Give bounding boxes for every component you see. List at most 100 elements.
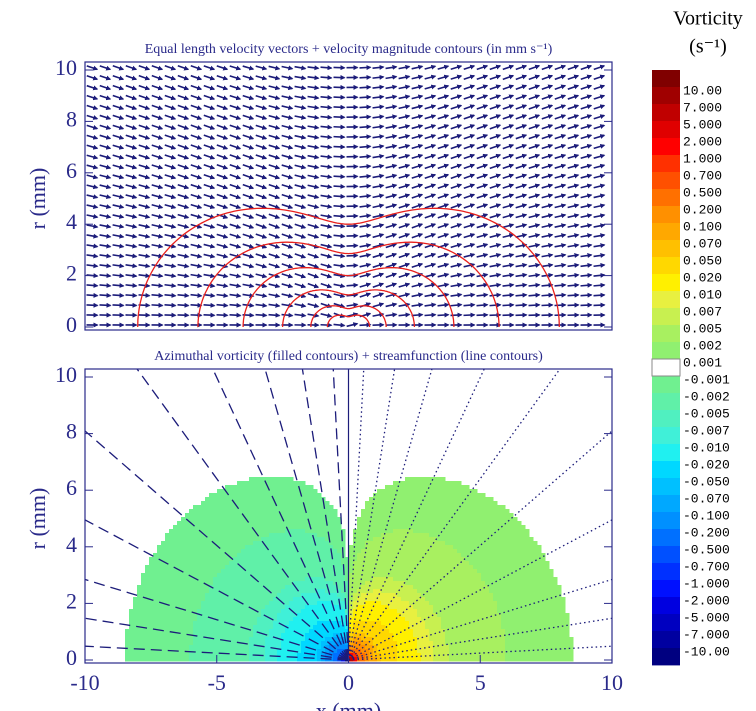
vorticity-cell — [465, 501, 470, 506]
vorticity-cell — [385, 597, 390, 602]
velocity-vector — [177, 154, 190, 160]
vorticity-cell — [269, 501, 274, 506]
vorticity-cell — [477, 541, 482, 546]
velocity-vector — [294, 263, 307, 269]
vorticity-cell — [501, 649, 506, 654]
vorticity-cell — [245, 613, 250, 618]
vorticity-cell — [421, 477, 426, 482]
vorticity-cell — [501, 505, 506, 510]
velocity-vector — [502, 252, 515, 258]
vorticity-cell — [245, 649, 250, 654]
vorticity-cell — [153, 589, 158, 594]
vorticity-cell — [321, 585, 326, 590]
vorticity-cell — [457, 481, 462, 486]
velocity-vector — [229, 223, 242, 229]
vorticity-cell — [421, 601, 426, 606]
vorticity-cell — [225, 545, 230, 550]
vorticity-cell — [313, 641, 318, 646]
vorticity-cell — [465, 573, 470, 578]
vorticity-cell — [133, 621, 138, 626]
vorticity-cell — [201, 641, 206, 646]
velocity-vector — [151, 94, 164, 101]
vorticity-cell — [217, 657, 222, 662]
vorticity-cell — [421, 557, 426, 562]
vorticity-cell — [265, 633, 270, 638]
vorticity-cell — [269, 545, 274, 550]
velocity-vector — [476, 272, 489, 278]
vorticity-cell — [201, 581, 206, 586]
vorticity-cell — [197, 545, 202, 550]
vorticity-cell — [137, 617, 142, 622]
vorticity-cell — [285, 597, 290, 602]
vorticity-cell — [401, 529, 406, 534]
vorticity-cell — [257, 537, 262, 542]
vorticity-cell — [477, 581, 482, 586]
vorticity-cell — [485, 557, 490, 562]
vorticity-cell — [425, 573, 430, 578]
vorticity-cell — [457, 525, 462, 530]
speed-contour — [310, 305, 387, 327]
velocity-vector — [99, 302, 112, 308]
vorticity-cell — [293, 593, 298, 598]
vorticity-cell — [285, 653, 290, 658]
vorticity-cell — [385, 609, 390, 614]
velocity-vector — [437, 272, 450, 278]
vorticity-cell — [301, 577, 306, 582]
vorticity-cell — [317, 625, 322, 630]
vorticity-cell — [205, 545, 210, 550]
vorticity-cell — [161, 557, 166, 562]
vorticity-cell — [457, 513, 462, 518]
vorticity-cell — [401, 569, 406, 574]
vorticity-cell — [237, 601, 242, 606]
vorticity-cell — [421, 481, 426, 486]
vorticity-cell — [489, 581, 494, 586]
vorticity-cell — [321, 505, 326, 510]
vorticity-cell — [421, 489, 426, 494]
velocity-vector — [489, 292, 502, 298]
vorticity-cell — [373, 533, 378, 538]
velocity-vector — [125, 184, 138, 190]
vorticity-cell — [217, 501, 222, 506]
vorticity-cell — [177, 541, 182, 546]
vorticity-cell — [313, 581, 318, 586]
vorticity-cell — [193, 517, 198, 522]
vorticity-cell — [153, 629, 158, 634]
velocity-vector — [450, 282, 463, 288]
vorticity-cell — [261, 641, 266, 646]
vorticity-cell — [513, 537, 518, 542]
vorticity-cell — [365, 501, 370, 506]
velocity-vector — [164, 65, 177, 71]
vorticity-cell — [193, 521, 198, 526]
vorticity-cell — [197, 521, 202, 526]
velocity-vector — [281, 312, 294, 318]
velocity-vector — [125, 263, 138, 269]
vorticity-cell — [237, 653, 242, 658]
vorticity-cell — [353, 605, 358, 610]
vorticity-cell — [297, 621, 302, 626]
vorticity-cell — [289, 597, 294, 602]
vorticity-cell — [385, 493, 390, 498]
vorticity-cell — [509, 517, 514, 522]
vorticity-cell — [269, 585, 274, 590]
vorticity-cell — [173, 581, 178, 586]
vorticity-cell — [433, 513, 438, 518]
vorticity-cell — [193, 605, 198, 610]
vorticity-cell — [497, 593, 502, 598]
vorticity-cell — [453, 593, 458, 598]
vorticity-cell — [257, 649, 262, 654]
vorticity-cell — [301, 497, 306, 502]
vorticity-cell — [437, 657, 442, 662]
velocity-vector — [450, 193, 463, 199]
vorticity-cell — [449, 581, 454, 586]
vorticity-cell — [365, 585, 370, 590]
vorticity-cell — [213, 525, 218, 530]
vorticity-cell — [197, 513, 202, 518]
vorticity-cell — [357, 581, 362, 586]
velocity-vector — [541, 114, 554, 120]
vorticity-cell — [405, 613, 410, 618]
vorticity-cell — [217, 553, 222, 558]
vorticity-cell — [305, 529, 310, 534]
vorticity-cell — [449, 573, 454, 578]
velocity-vector — [424, 143, 437, 150]
vorticity-cell — [429, 525, 434, 530]
